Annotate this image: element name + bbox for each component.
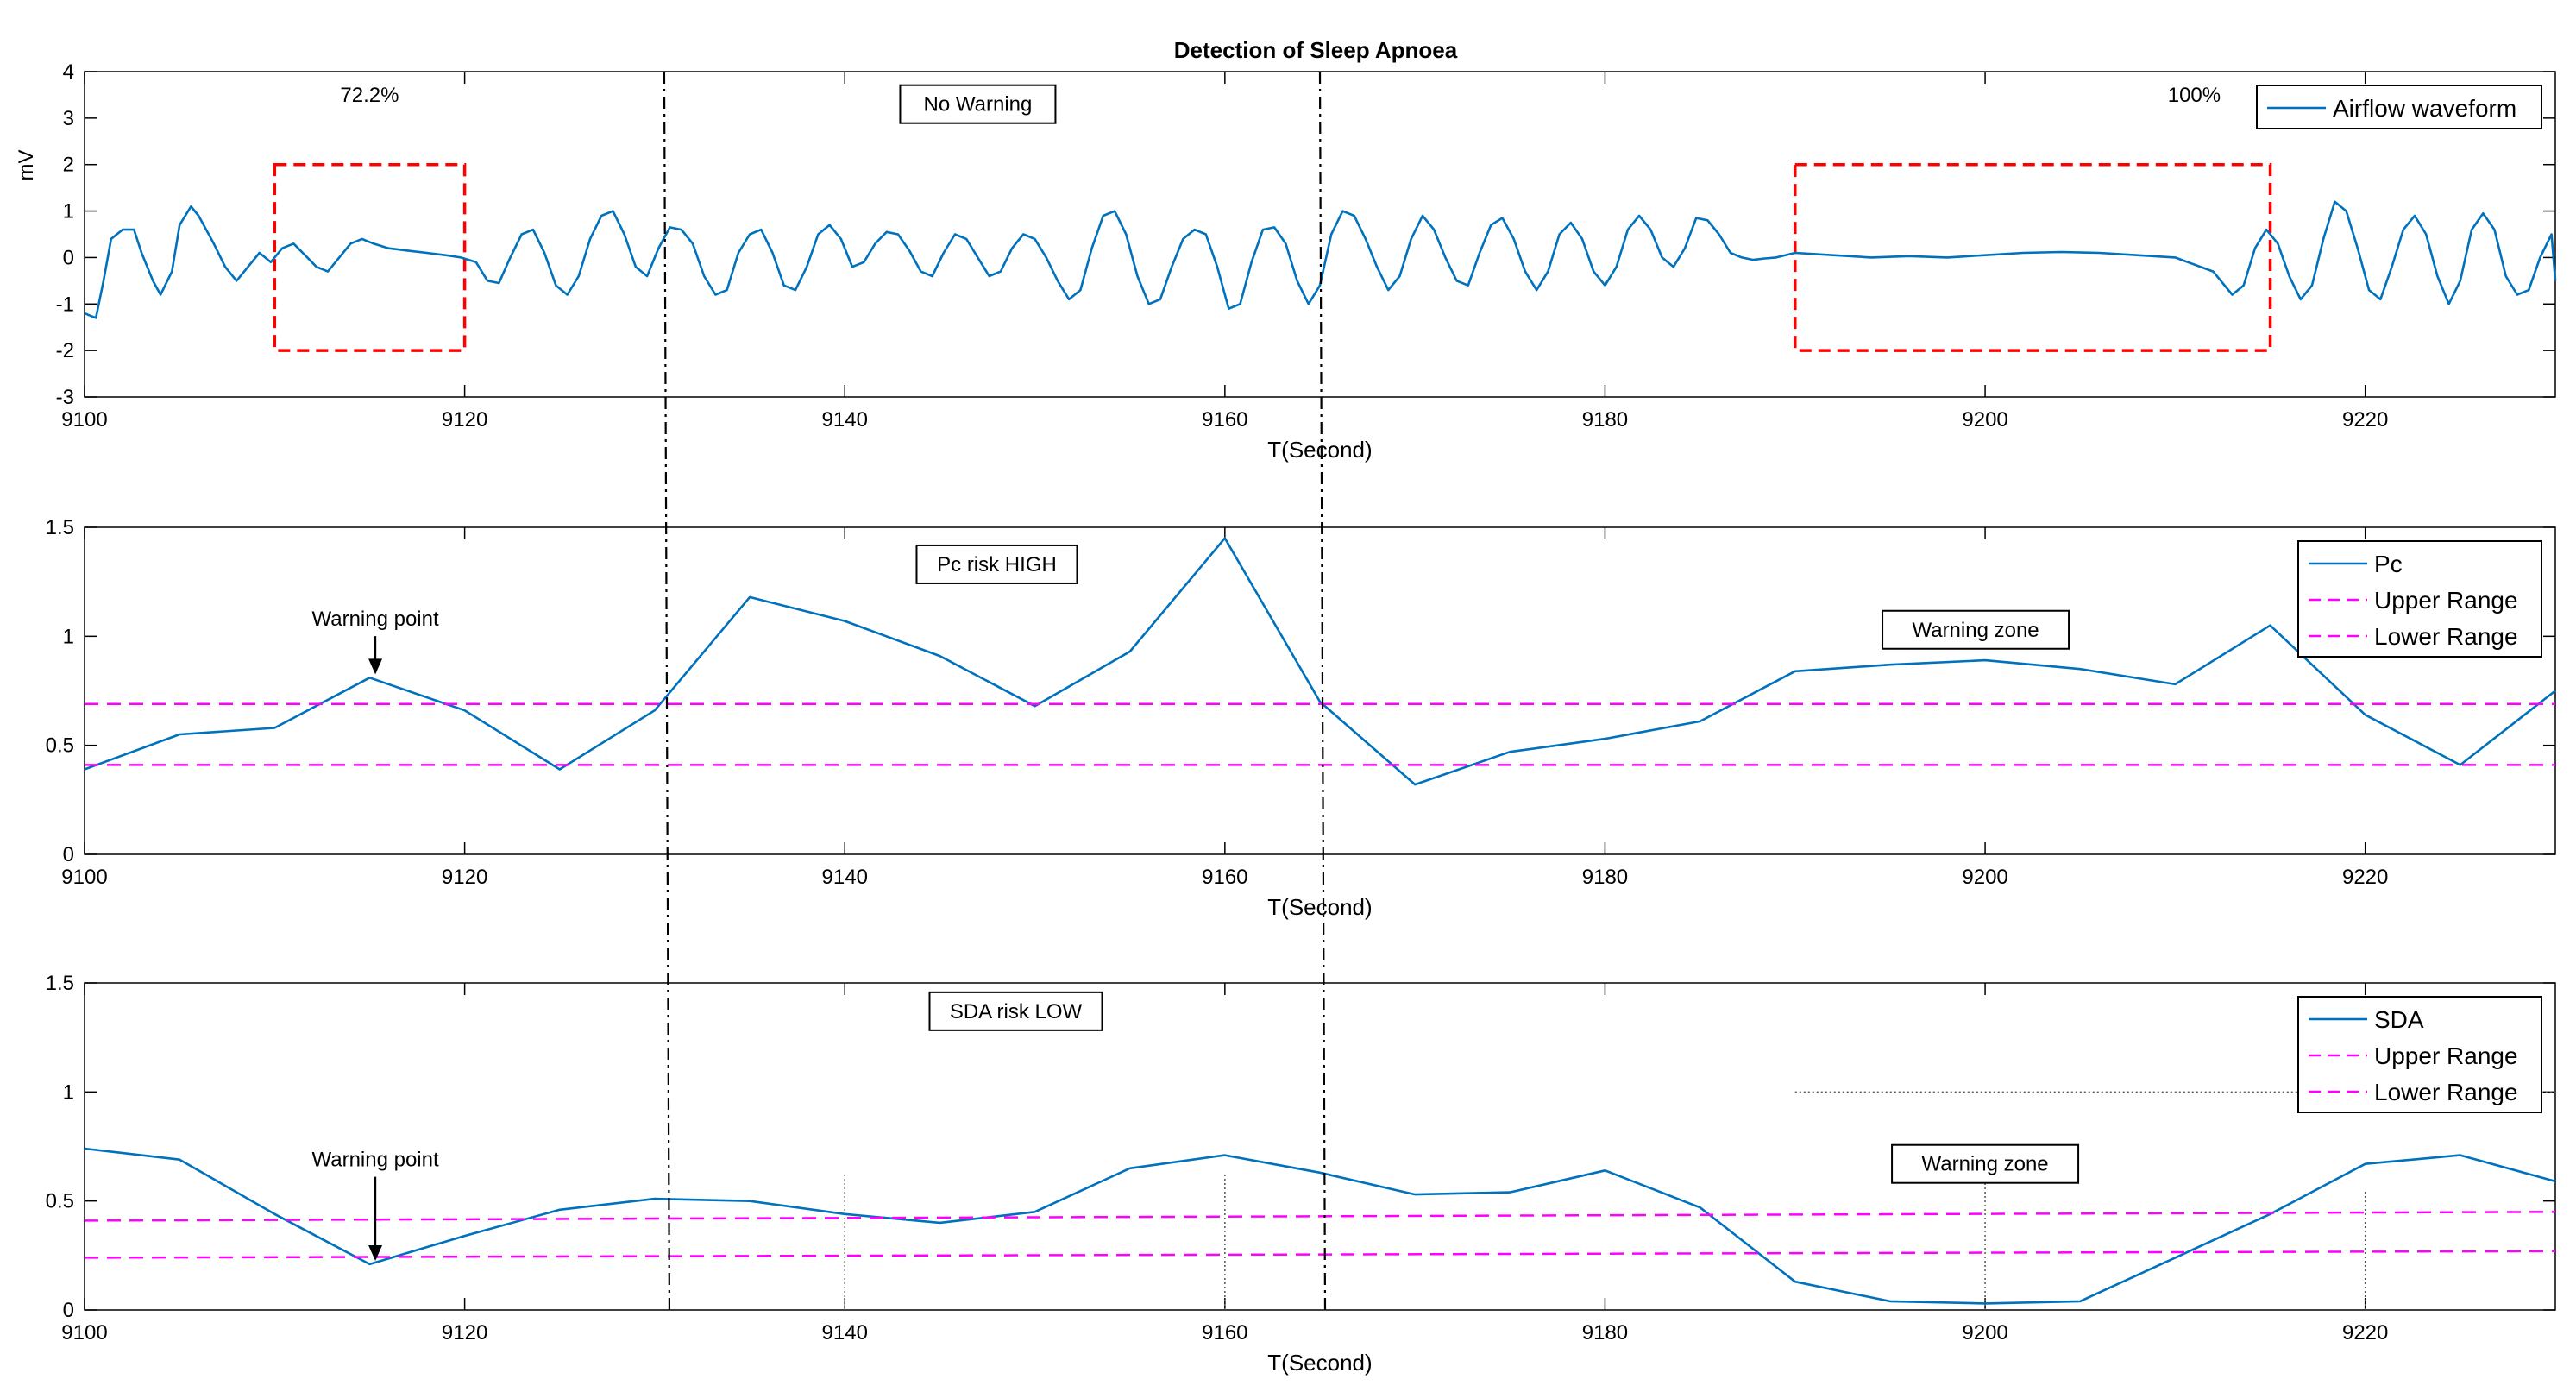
legend-entry-label: SDA [2374,1006,2424,1033]
y-axis-label: mV [15,150,38,181]
series-line-lower-range [84,1250,2556,1259]
series-line-upper-range [84,1211,2556,1222]
annotation-label: No Warning [924,93,1033,117]
x-axis-label: T(Second) [1267,437,1372,463]
x-tick-label: 9140 [822,866,868,889]
series-line-pc [84,537,2556,786]
annotation-box [915,544,1078,584]
chart-panels: 9100 9120 9140 9160 9180 9200 9220 -3 -2 -1 0 1 2 3 4 T… [15,60,2557,1376]
chart-panel-sda: 9100 9120 9140 9160 9180 9200 9220 0 0.5 1 1.5 T(Se… [46,972,2556,1376]
y-tick-label: 4 [63,60,74,84]
x-tick-label: 9120 [442,1321,487,1345]
legend-entry-label: Lower Range [2374,1079,2518,1105]
x-axis-label: T(Second) [1267,894,1372,920]
series-line-sda [84,1147,2556,1305]
y-tick-label: 1 [63,625,74,648]
y-tick-label: 1.5 [46,516,74,539]
chart-panel-airflow: 9100 9120 9140 9160 9180 9200 9220 -3 -2 -1 0 1 2 3 4 T… [15,60,2557,463]
legend-pc: Pc Upper Range Lower Range [2297,540,2542,658]
x-axis-label: T(Second) [1267,1350,1372,1376]
y-tick-label: 1.5 [46,972,74,995]
annotation-label: Warning zone [1921,1153,2048,1176]
x-tick-label: 9200 [1962,866,2007,889]
x-tick-label: 9100 [61,866,107,889]
annotation-label: Pc risk HIGH [937,553,1057,576]
annotation-label: 72.2% [340,84,399,107]
event-divider-line [663,71,671,1311]
y-tick-label: 0 [63,246,74,269]
y-tick-label: -3 [56,386,74,409]
y-tick-label: 3 [63,107,74,130]
annotation-label: Warning point [311,1149,439,1172]
legend-entry-label: Airflow waveform [2333,95,2516,122]
x-tick-label: 9120 [442,408,487,431]
legend-airflow: Airflow waveform [2256,85,2542,129]
x-tick-label: 9100 [61,1321,107,1345]
annotation-box [1882,609,2070,650]
x-tick-label: 9180 [1582,866,1628,889]
annotation-label: SDA risk LOW [950,1000,1083,1024]
legend-sda: SDA Upper Range Lower Range [2297,996,2542,1113]
x-tick-label: 9160 [1202,866,1247,889]
x-tick-label: 9200 [1962,1321,2007,1345]
x-tick-label: 9220 [2342,866,2388,889]
x-tick-label: 9140 [822,1321,868,1345]
legend-entry-label: Pc [2374,551,2403,577]
y-tick-label: 0.5 [46,734,74,758]
annotation-label: Warning point [311,608,439,631]
x-tick-label: 9220 [2342,408,2388,431]
x-tick-label: 9180 [1582,1321,1628,1345]
legend-entry-label: Lower Range [2374,623,2518,650]
x-tick-label: 9100 [61,408,107,431]
y-tick-label: 1 [63,1080,74,1104]
chart-panel-pc: 9100 9120 9140 9160 9180 9200 9220 0 0.5 1 1.5 T(Se… [46,516,2556,920]
y-tick-label: 0 [63,843,74,866]
annotation-box [899,84,1057,124]
y-tick-label: 2 [63,154,74,177]
x-tick-label: 9160 [1202,1321,1247,1345]
figure-title: Detection of Sleep Apnoea [1174,37,1458,63]
apnoea-highlight-box [273,162,467,352]
apnoea-highlight-box [1794,162,2272,352]
event-divider-lines [663,71,1327,1311]
legend-entry-label: Upper Range [2374,587,2518,614]
warning-point-arrowhead [368,658,383,675]
legend-entry-label: Upper Range [2374,1042,2518,1069]
y-tick-label: 1 [63,200,74,224]
annotation-label: 100% [2168,84,2221,107]
event-divider-line [1318,71,1327,1311]
annotation-label: Warning zone [1912,619,2039,642]
x-tick-label: 9220 [2342,1321,2388,1345]
annotation-box [1891,1143,2080,1184]
annotation-box [928,991,1103,1031]
series-line-airflow-waveform [84,200,2557,319]
legend-box [2297,996,2542,1113]
warning-point-arrowhead [368,1244,383,1261]
y-tick-label: -2 [56,339,74,362]
x-tick-label: 9140 [822,408,868,431]
x-tick-label: 9160 [1202,408,1247,431]
y-tick-label: 0 [63,1299,74,1322]
x-tick-label: 9200 [1962,408,2007,431]
y-tick-label: 0.5 [46,1190,74,1213]
y-tick-label: -1 [56,293,74,316]
x-tick-label: 9180 [1582,408,1628,431]
x-tick-label: 9120 [442,866,487,889]
axes-box [84,982,2556,1311]
